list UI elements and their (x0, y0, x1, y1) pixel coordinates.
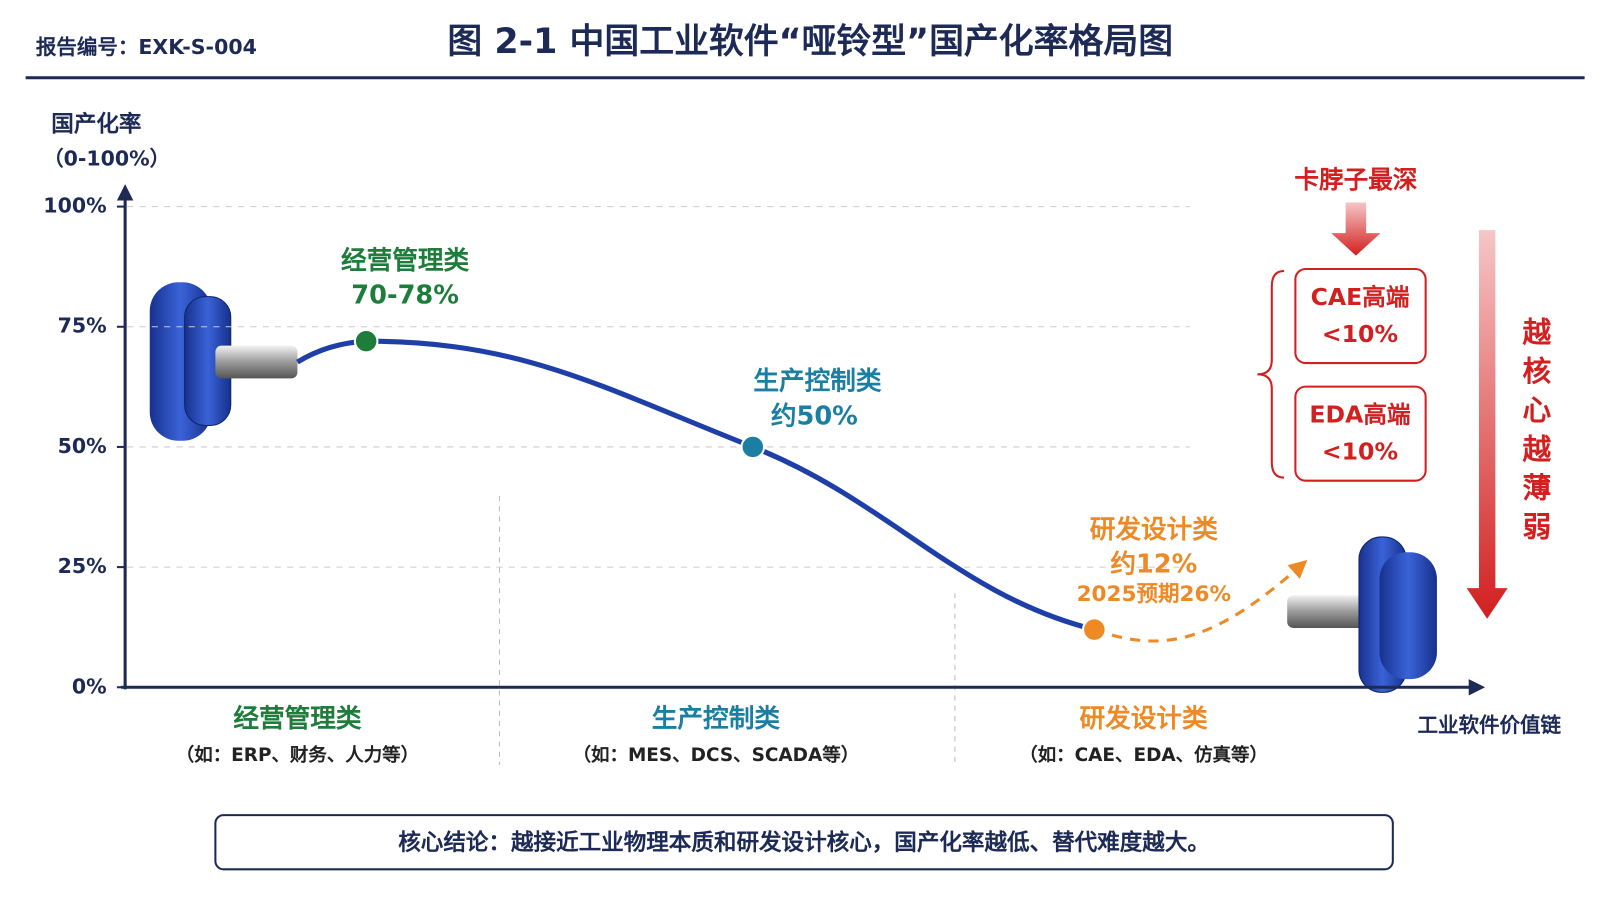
point-category: 研发设计类 (1090, 514, 1219, 545)
chart-title: 图 2-1 中国工业软件“哑铃型”国产化率格局图 (447, 22, 1173, 62)
brace (1257, 270, 1285, 479)
value-label: 约12% (1110, 550, 1197, 580)
side-box-name: CAE高端 (1311, 283, 1410, 311)
y-label-unit: （0-100%） (43, 147, 170, 171)
x-tick-label: 研发设计类 (1080, 703, 1209, 734)
data-line (366, 338, 1095, 633)
category-note: （如：MES、DCS、SCADA等） (573, 744, 860, 766)
point-category: 生产控制类 (753, 367, 882, 397)
down-arrow (1331, 202, 1381, 256)
forecast-line (1093, 559, 1308, 643)
conclusion: 核心结论：越接近工业物理本质和研发设计核心，国产化率越低、替代难度越大。 (398, 829, 1210, 856)
category-note: （如：CAE、EDA、仿真等） (1019, 744, 1268, 766)
category-note: （如：ERP、财务、人力等） (176, 744, 419, 766)
data-point (740, 434, 766, 460)
data-point (1082, 617, 1107, 642)
y-tick-label: 0% (72, 674, 107, 698)
report-no: 报告编号：EXK-S-004 (36, 35, 257, 59)
y-tick-label: 25% (58, 554, 107, 578)
conclusion-box (214, 814, 1394, 871)
y-tick-label: 100% (43, 194, 106, 218)
x-tick-label: 生产控制类 (652, 704, 781, 734)
right-dumbbell (1287, 536, 1437, 693)
side-box (1294, 267, 1427, 365)
x-axis-arrow (1468, 679, 1486, 696)
side-title: 卡脖子最深 (1294, 165, 1417, 194)
core-arrow (1466, 230, 1508, 619)
left-dumbbell (149, 282, 298, 441)
x-label: 工业软件价值链 (1417, 713, 1561, 737)
x-tick-label: 经营管理类 (233, 703, 362, 734)
y-tick-label: 75% (58, 314, 107, 338)
core-text: 越核心越薄弱 (1518, 317, 1552, 550)
value-label: 约50% (771, 401, 858, 431)
side-box-value: <10% (1322, 320, 1398, 348)
y-label: 国产化率 (51, 110, 141, 137)
y-tick-label: 50% (58, 434, 107, 458)
y-axis-arrow (116, 184, 134, 201)
forecast-label: 2025预期26% (1077, 582, 1232, 607)
side-box (1294, 385, 1427, 482)
side-box-value: <10% (1322, 438, 1398, 466)
value-label: 70-78% (351, 281, 459, 311)
point-category: 经营管理类 (341, 245, 470, 276)
data-point (353, 328, 379, 354)
side-box-name: EDA高端 (1309, 401, 1410, 429)
